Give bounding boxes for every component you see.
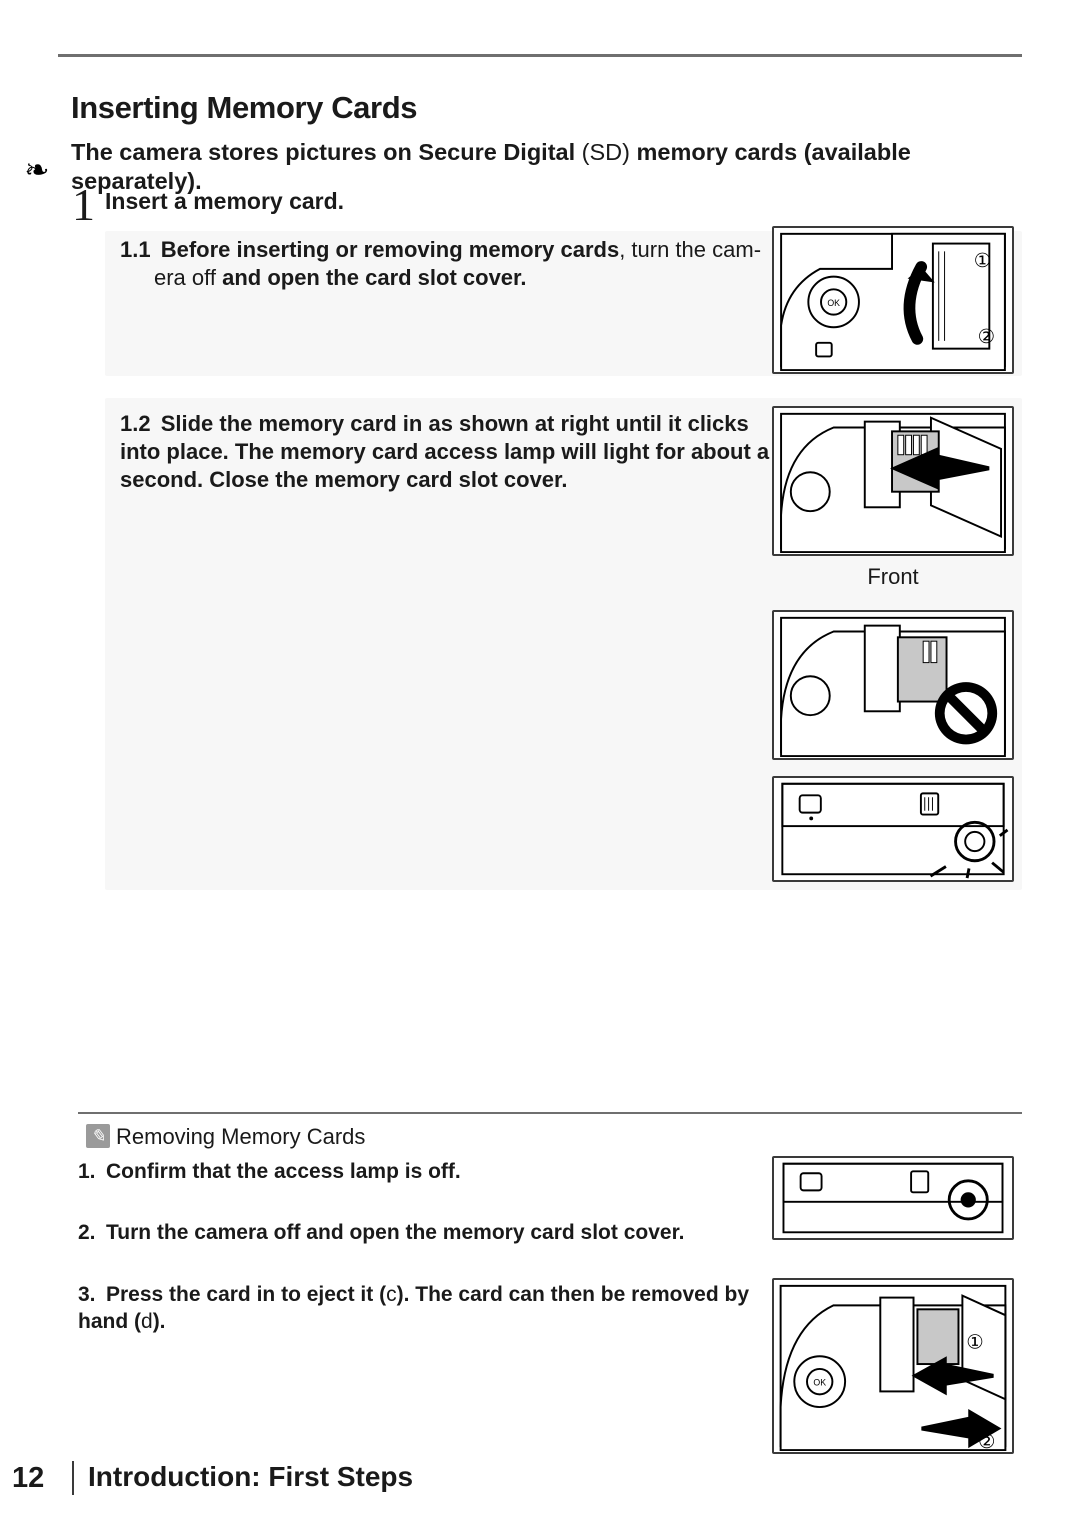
removal-item-3-c: ). [153,1310,166,1333]
note-icon-glyph: ✎ [90,1126,105,1147]
removal-item-1-text: Confirm that the access lamp is off. [106,1160,461,1183]
removal-item-1: 1.Confirm that the access lamp is off. [78,1158,778,1185]
substep-1-bold-a: Before inserting or removing memory card… [161,237,619,262]
substep-2-num: 1.2 [120,411,151,436]
removal-title: Removing Memory Cards [116,1124,365,1150]
illustration-access-lamp [772,776,1014,882]
page-heading: Inserting Memory Cards [71,90,417,126]
removal-item-2-n: 2. [78,1219,106,1246]
illustration-insert-card [772,406,1014,556]
front-label: Front [772,564,1014,590]
removal-item-3-la: c [386,1283,397,1306]
illustration-wrong-orientation [772,610,1014,760]
manual-page: ❧ Inserting Memory Cards The camera stor… [0,0,1080,1529]
substep-2-bold: Slide the memory card in as shown at rig… [120,411,769,492]
removal-item-2: 2.Turn the camera off and open the memor… [78,1219,778,1246]
illustration-lamp-off [772,1156,1014,1240]
svg-text:OK: OK [827,298,840,308]
illustration-eject-card: OK ① ② [772,1278,1014,1454]
removal-item-3: 3.Press the card in to eject it (c). The… [78,1281,778,1336]
top-rule [58,54,1022,57]
removal-item-3-lb: d [141,1310,153,1333]
step-1-label: Insert a memory card. [105,188,344,215]
removal-item-3-n: 3. [78,1281,106,1308]
footer-title: Introduction: First Steps [72,1461,413,1495]
page-number: 12 [12,1462,44,1495]
removal-item-3-a: Press the card in to eject it ( [106,1283,386,1306]
intro-part-a: The camera stores pictures on Secure Dig… [71,139,575,165]
svg-text:②: ② [978,1431,996,1452]
step-1-number: 1 [72,178,95,231]
substep-1-bold-b: and open the card slot cover. [222,265,526,290]
section-icon: ❧ [20,148,54,192]
substep-1-light-b: era off [154,265,222,290]
svg-text:OK: OK [813,1378,826,1388]
note-icon: ✎ [86,1124,110,1148]
svg-text:①: ① [974,250,991,272]
svg-text:①: ① [966,1331,984,1353]
substep-1-text: 1.1 Before inserting or removing memory … [120,236,800,292]
removal-item-1-n: 1. [78,1158,106,1185]
substep-1-light-a: , turn the cam- [619,237,761,262]
removal-item-2-text: Turn the camera off and open the memory … [106,1221,684,1244]
substep-2-text: 1.2 Slide the memory card in as shown at… [120,410,800,494]
mid-rule [78,1112,1022,1114]
illustration-open-cover: OK ① ② [772,226,1014,374]
substep-1-num: 1.1 [120,237,151,262]
intro-light: (SD) [575,139,636,165]
removal-list: 1.Confirm that the access lamp is off. 2… [78,1158,778,1369]
svg-text:②: ② [978,326,995,348]
section-icon-glyph: ❧ [24,153,49,188]
